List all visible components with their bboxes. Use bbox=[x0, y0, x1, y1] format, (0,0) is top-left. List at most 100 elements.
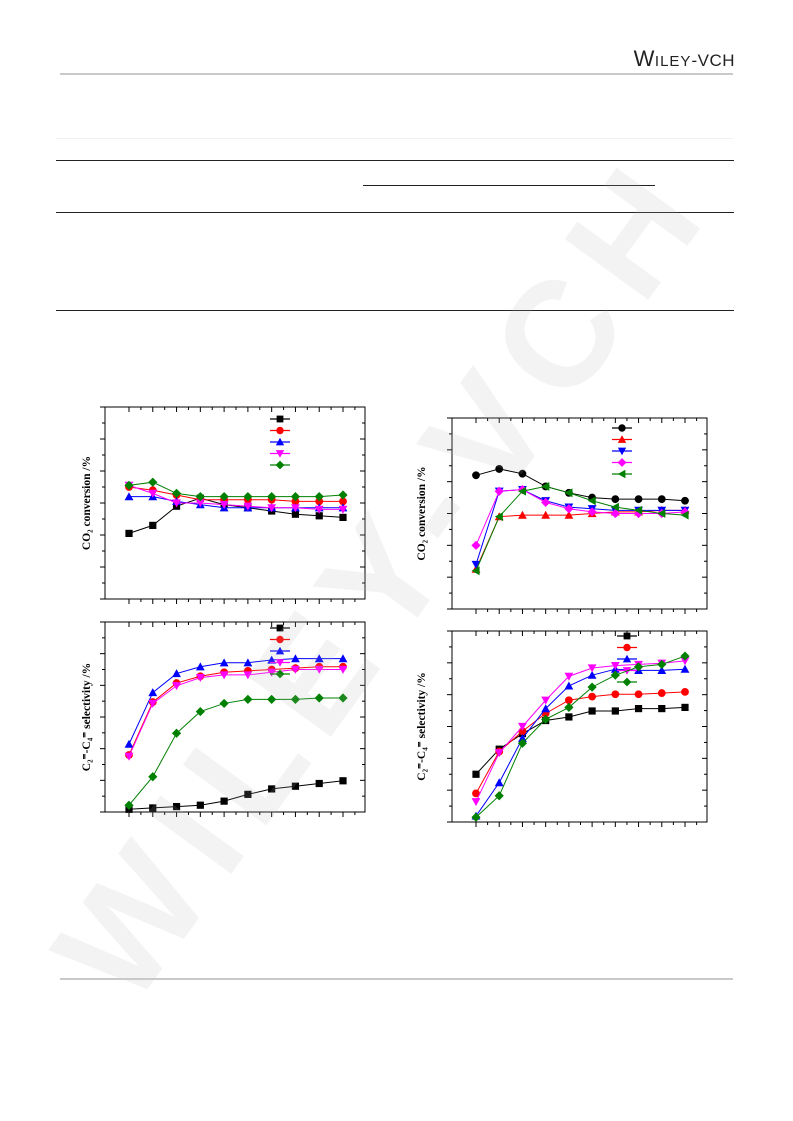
data-point-diamond bbox=[314, 693, 324, 703]
series-line bbox=[128, 669, 343, 757]
data-point-circle bbox=[276, 426, 284, 435]
data-point-triangle-up bbox=[275, 437, 285, 446]
series-line bbox=[475, 660, 686, 802]
data-point-triangle-up bbox=[541, 704, 551, 713]
data-point-diamond bbox=[243, 492, 253, 502]
data-point-triangle-down bbox=[471, 798, 481, 807]
data-point-diamond bbox=[657, 659, 667, 670]
data-point-triangle-down bbox=[494, 749, 504, 758]
series-line bbox=[128, 484, 343, 510]
chart-panel-bottom-left: C₂⁼-C₄⁼ selectivity /% bbox=[81, 621, 366, 817]
table-header-rule bbox=[56, 212, 734, 213]
data-point-triangle-down bbox=[314, 665, 324, 674]
series-line bbox=[475, 489, 686, 546]
series-line bbox=[475, 668, 686, 817]
data-point-circle bbox=[611, 495, 620, 504]
header-rule bbox=[60, 73, 733, 75]
data-point-diamond bbox=[541, 714, 551, 724]
data-point-diamond bbox=[633, 662, 644, 672]
data-point-diamond bbox=[471, 540, 481, 550]
data-point-triangle-up bbox=[148, 688, 158, 697]
data-point-circle bbox=[276, 635, 284, 644]
chart-panel-top-left: CO₂ conversion /% bbox=[81, 406, 366, 604]
data-point-circle bbox=[623, 643, 631, 652]
plot-frame bbox=[104, 621, 366, 813]
data-point-triangle-down bbox=[541, 696, 551, 705]
data-point-square bbox=[658, 704, 666, 713]
data-point-square bbox=[472, 770, 480, 778]
data-point-diamond bbox=[564, 702, 574, 712]
data-point-circle bbox=[611, 690, 620, 699]
series-line bbox=[475, 509, 685, 570]
series-line bbox=[128, 497, 344, 534]
plot-frame bbox=[451, 630, 708, 823]
y-axis-label: C₂⁼-C₄⁼ selectivity /% bbox=[416, 672, 428, 780]
data-point-square bbox=[623, 632, 631, 640]
series-line bbox=[128, 486, 343, 502]
data-point-triangle-up bbox=[657, 665, 667, 674]
y-axis-label: C₂⁼-C₄⁼ selectivity /% bbox=[81, 663, 93, 771]
data-point-triangle-up bbox=[124, 492, 134, 501]
data-point-circle bbox=[681, 687, 689, 696]
data-point-diamond bbox=[275, 460, 285, 470]
data-point-triangle-down bbox=[124, 752, 134, 761]
data-point-diamond bbox=[617, 458, 627, 467]
series-line bbox=[475, 691, 686, 794]
faint-rule bbox=[56, 138, 733, 139]
data-point-diamond bbox=[541, 497, 551, 507]
data-point-diamond bbox=[633, 508, 644, 519]
data-point-diamond bbox=[517, 738, 528, 748]
series-line bbox=[475, 468, 686, 502]
data-point-triangle-left bbox=[610, 502, 619, 512]
data-point-diamond bbox=[124, 800, 134, 810]
data-point-diamond bbox=[171, 728, 182, 738]
data-point-diamond bbox=[148, 772, 158, 782]
data-point-triangle-up bbox=[195, 662, 205, 671]
publisher-logo: WILEY-VCH bbox=[633, 46, 735, 71]
series-line bbox=[129, 496, 343, 509]
data-point-diamond bbox=[195, 706, 205, 717]
series-line bbox=[128, 780, 344, 810]
data-point-triangle-up bbox=[518, 734, 527, 743]
data-point-triangle-down bbox=[275, 659, 285, 667]
data-point-triangle-up bbox=[314, 654, 324, 663]
y-axis-label: CO₂ conversion /% bbox=[81, 456, 93, 550]
data-point-triangle-up bbox=[564, 681, 574, 690]
data-point-circle bbox=[472, 789, 480, 798]
data-point-diamond bbox=[610, 670, 620, 680]
data-point-triangle-down bbox=[314, 505, 324, 514]
data-point-triangle-up bbox=[172, 669, 181, 678]
data-point-triangle-up bbox=[267, 655, 277, 664]
data-point-square bbox=[149, 804, 157, 812]
data-point-triangle-down bbox=[275, 450, 285, 458]
data-point-square bbox=[291, 510, 300, 518]
data-point-triangle-left bbox=[564, 488, 573, 498]
data-point-triangle-left bbox=[541, 482, 550, 491]
data-point-square bbox=[276, 415, 284, 423]
data-point-diamond bbox=[587, 682, 597, 692]
data-point-circle bbox=[588, 692, 597, 701]
series-line bbox=[475, 485, 686, 571]
data-point-circle bbox=[634, 495, 643, 504]
data-point-triangle-down bbox=[291, 504, 300, 513]
data-point-circle bbox=[472, 471, 480, 480]
data-point-circle bbox=[291, 497, 300, 506]
data-point-square bbox=[681, 703, 689, 711]
footer-rule bbox=[60, 978, 733, 980]
data-point-diamond bbox=[494, 791, 504, 801]
data-point-square bbox=[565, 713, 573, 721]
data-point-square bbox=[339, 777, 347, 785]
data-point-diamond bbox=[219, 492, 229, 502]
data-point-diamond bbox=[622, 677, 632, 687]
data-point-triangle-down bbox=[267, 504, 277, 513]
data-point-square bbox=[339, 513, 347, 521]
data-point-square bbox=[196, 801, 204, 809]
data-point-triangle-down bbox=[338, 505, 348, 514]
data-point-triangle-up bbox=[275, 646, 285, 655]
data-point-triangle-down bbox=[680, 657, 690, 666]
data-point-triangle-up bbox=[338, 654, 348, 663]
data-point-diamond bbox=[267, 694, 277, 704]
data-point-square bbox=[588, 707, 596, 715]
data-point-square bbox=[276, 624, 284, 632]
